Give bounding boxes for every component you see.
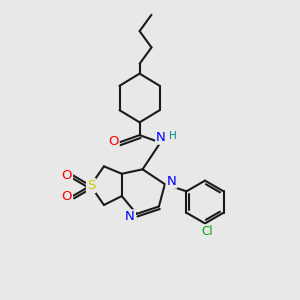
Text: N: N [125, 210, 135, 224]
Text: O: O [61, 190, 72, 202]
Text: N: N [156, 131, 166, 144]
Text: O: O [61, 169, 72, 182]
Text: Cl: Cl [202, 225, 213, 238]
Text: N: N [167, 175, 176, 188]
Text: S: S [87, 179, 95, 192]
Text: H: H [169, 131, 177, 141]
Text: O: O [108, 136, 119, 148]
